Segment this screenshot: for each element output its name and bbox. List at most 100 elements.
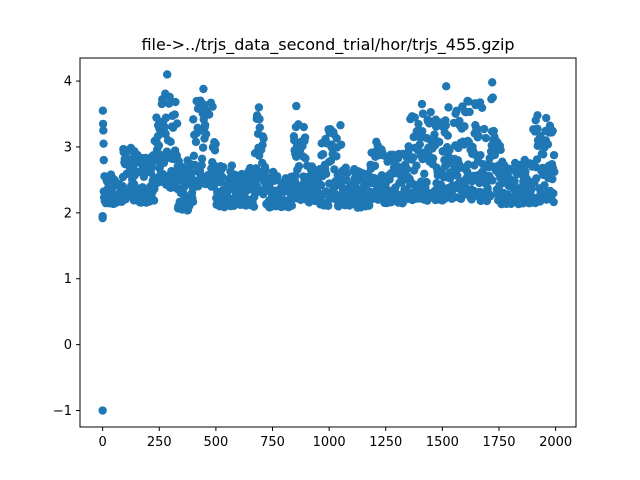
y-tick-label: 1 <box>64 272 72 287</box>
data-point <box>198 143 208 152</box>
x-axis: 0 250 500 750 1000 1250 1500 1750 2000 <box>99 427 572 450</box>
data-point <box>409 153 418 162</box>
data-point <box>488 93 497 102</box>
data-point <box>548 126 557 136</box>
data-point <box>301 154 310 163</box>
data-point <box>227 161 237 170</box>
data-point <box>542 113 551 123</box>
data-point <box>549 197 558 207</box>
x-tick-label: 1000 <box>313 435 346 450</box>
data-point <box>402 164 412 173</box>
data-point <box>462 167 472 176</box>
data-point <box>171 97 180 107</box>
data-point <box>249 202 259 211</box>
plot-frame <box>79 57 577 428</box>
data-point <box>191 137 201 147</box>
data-point <box>486 191 495 201</box>
data-point <box>521 167 530 176</box>
data-point <box>426 107 435 117</box>
data-point <box>550 167 559 177</box>
data-point <box>98 106 108 115</box>
data-point <box>533 111 542 120</box>
data-point <box>443 131 453 140</box>
data-point <box>149 196 159 205</box>
y-tick-label: 3 <box>64 140 72 155</box>
data-point <box>188 197 198 206</box>
data-point <box>336 121 345 130</box>
data-point <box>166 137 175 147</box>
data-point <box>481 133 491 143</box>
data-point <box>309 164 318 174</box>
data-point <box>211 139 220 149</box>
data-point <box>415 140 425 149</box>
data-point <box>99 155 108 165</box>
data-point <box>170 110 179 119</box>
x-tick-label: 0 <box>99 435 107 450</box>
data-point <box>165 92 174 102</box>
data-point <box>161 129 170 138</box>
data-point <box>441 121 450 130</box>
data-point <box>442 82 451 91</box>
data-point <box>549 150 559 160</box>
data-point <box>422 178 431 187</box>
data-point <box>467 195 476 204</box>
data-point <box>543 140 553 149</box>
data-point <box>342 169 352 178</box>
data-point <box>445 145 454 155</box>
data-point <box>332 134 341 143</box>
data-point <box>318 149 328 159</box>
data-point <box>287 201 297 210</box>
data-point <box>255 114 264 124</box>
data-point <box>548 174 557 184</box>
x-tick-label: 1250 <box>369 435 402 450</box>
data-point <box>418 154 427 164</box>
data-point <box>261 166 270 175</box>
data-point <box>219 162 228 172</box>
data-point <box>444 103 453 112</box>
data-point <box>292 152 301 161</box>
data-point <box>549 189 558 198</box>
data-point <box>218 172 227 182</box>
y-tick-label: −1 <box>53 404 72 419</box>
x-tick-label: 1500 <box>426 435 459 450</box>
y-tick-label: 0 <box>64 338 72 353</box>
data-point <box>418 109 428 118</box>
data-point <box>99 139 108 148</box>
data-point <box>300 133 310 142</box>
data-point <box>189 115 198 124</box>
data-point <box>527 184 536 194</box>
data-point <box>199 84 208 94</box>
data-point <box>153 132 162 141</box>
data-point <box>98 406 107 415</box>
data-point <box>479 124 489 134</box>
data-point <box>273 172 282 181</box>
data-point <box>420 169 429 179</box>
data-point <box>98 211 107 221</box>
data-point <box>474 131 483 140</box>
data-point <box>465 107 474 117</box>
data-point <box>99 126 108 135</box>
data-point <box>460 122 469 131</box>
data-point <box>342 175 351 185</box>
data-point <box>292 101 301 111</box>
data-point <box>435 137 444 147</box>
data-point <box>410 113 419 122</box>
data-point <box>532 174 541 183</box>
data-point <box>490 150 500 160</box>
data-point <box>510 176 519 186</box>
data-point <box>258 140 267 150</box>
data-point <box>163 70 172 79</box>
x-tick-label: 250 <box>147 435 172 450</box>
data-point <box>324 201 333 210</box>
data-point <box>210 146 220 155</box>
data-point <box>299 122 308 132</box>
data-point <box>205 110 214 119</box>
y-tick-label: 4 <box>64 75 72 90</box>
data-point <box>164 99 174 108</box>
data-point <box>428 154 438 163</box>
data-point <box>540 181 549 190</box>
data-point <box>197 161 206 170</box>
data-point <box>477 103 487 112</box>
data-point <box>417 99 427 109</box>
